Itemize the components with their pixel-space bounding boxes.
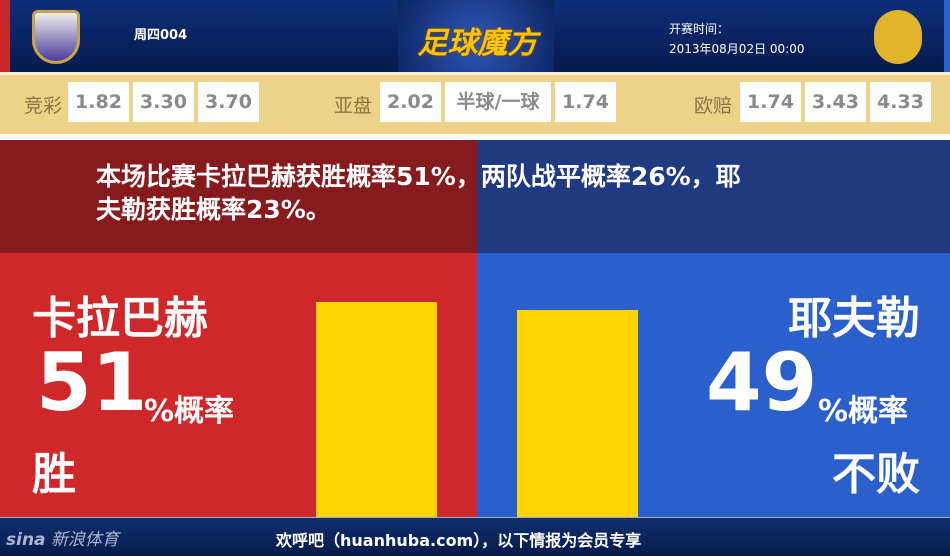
brand-text: 新浪体育: [50, 530, 119, 550]
away-pct: 49: [706, 336, 818, 429]
home-pct: 51: [36, 336, 148, 429]
summary-line: 夫勒获胜概率23%。: [96, 195, 331, 224]
home-outcome: 胜: [32, 449, 76, 500]
yapan-odd: 2.02: [380, 82, 441, 122]
home-probability-bar: [316, 302, 437, 517]
away-probability-bar: [517, 310, 638, 517]
logo: 足球魔方: [417, 26, 538, 61]
home-team-crest-icon: [32, 10, 80, 64]
summary-bg-away: [477, 140, 950, 253]
summary-text: 本场比赛卡拉巴赫获胜概率51%，两队战平概率26%，耶 夫勒获胜概率23%。: [96, 160, 866, 226]
oupei-label: 欧赔: [694, 95, 733, 117]
yapan-label: 亚盘: [334, 95, 373, 117]
left-strip: [0, 0, 10, 72]
home-pct-suffix: %概率: [144, 394, 235, 429]
away-outcome: 不败: [832, 449, 920, 500]
sina-sports-logo: sina 新浪体育: [6, 530, 119, 550]
right-strip: [944, 0, 950, 72]
oupei-odd: 3.43: [805, 82, 866, 122]
yapan-odd: 1.74: [555, 82, 616, 122]
jingcai-label: 竞彩: [24, 95, 63, 117]
footer-text: 欢呼吧（huanhuba.com），以下情报为会员专享: [276, 531, 642, 550]
match-number: 周四004: [134, 28, 188, 43]
jingcai-odd: 3.70: [198, 82, 259, 122]
oupei-odd: 4.33: [870, 82, 931, 122]
away-team-crest-icon: [874, 10, 922, 64]
kickoff-time: 2013年08月02日 00:00: [669, 42, 805, 56]
home-team-name: 卡拉巴赫: [32, 293, 208, 344]
oupei-odd: 1.74: [740, 82, 801, 122]
away-team-name: 耶夫勒: [788, 293, 920, 344]
summary-bg-home: [0, 140, 477, 253]
footer: [0, 517, 950, 556]
jingcai-odd: 3.30: [133, 82, 194, 122]
yapan-handicap: 半球/一球: [445, 82, 551, 122]
logo-background: [398, 0, 554, 72]
summary-line: 本场比赛卡拉巴赫获胜概率51%，两队战平概率26%，耶: [96, 162, 741, 191]
away-pct-suffix: %概率: [818, 394, 909, 429]
kickoff-label: 开赛时间：: [669, 22, 730, 36]
jingcai-odd: 1.82: [68, 82, 129, 122]
